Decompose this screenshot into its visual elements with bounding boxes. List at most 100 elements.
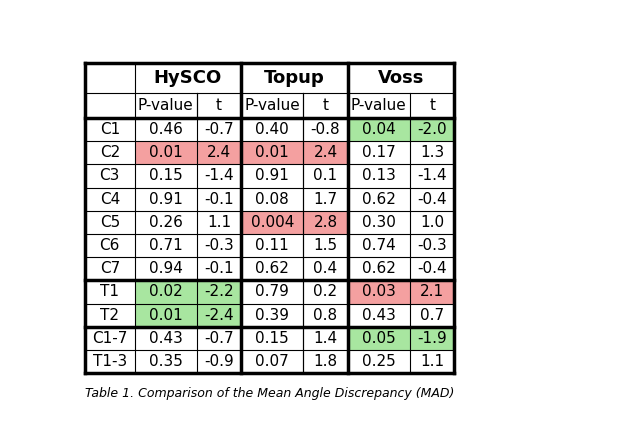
Bar bbox=[410, 141, 454, 164]
Text: 0.2: 0.2 bbox=[314, 284, 337, 299]
Bar bbox=[410, 118, 454, 141]
Text: C4: C4 bbox=[100, 192, 120, 206]
Bar bbox=[85, 234, 134, 257]
Bar bbox=[134, 211, 196, 234]
Bar bbox=[410, 257, 454, 280]
Text: -0.3: -0.3 bbox=[417, 238, 447, 253]
Bar bbox=[196, 280, 241, 303]
Text: C1-7: C1-7 bbox=[92, 331, 127, 346]
Text: 0.17: 0.17 bbox=[362, 145, 396, 160]
Text: 0.91: 0.91 bbox=[255, 168, 289, 183]
Text: T1-3: T1-3 bbox=[93, 354, 127, 369]
Bar bbox=[134, 187, 196, 211]
Bar bbox=[410, 211, 454, 234]
Bar bbox=[85, 303, 134, 327]
Bar bbox=[348, 303, 410, 327]
Text: Table 1. Comparison of the Mean Angle Discrepancy (MAD): Table 1. Comparison of the Mean Angle Di… bbox=[85, 387, 454, 400]
Bar bbox=[410, 164, 454, 187]
Text: 0.004: 0.004 bbox=[250, 215, 294, 230]
Bar bbox=[241, 141, 303, 164]
Text: -0.1: -0.1 bbox=[204, 192, 234, 206]
Bar bbox=[85, 141, 134, 164]
Text: -2.2: -2.2 bbox=[204, 284, 234, 299]
Text: P-value: P-value bbox=[351, 98, 406, 113]
Text: -0.4: -0.4 bbox=[417, 261, 447, 276]
Bar bbox=[410, 303, 454, 327]
Bar bbox=[241, 280, 303, 303]
Text: C6: C6 bbox=[100, 238, 120, 253]
Bar bbox=[85, 327, 134, 350]
Text: 2.4: 2.4 bbox=[314, 145, 337, 160]
Bar bbox=[303, 141, 348, 164]
Text: 0.71: 0.71 bbox=[148, 238, 182, 253]
Text: -0.3: -0.3 bbox=[204, 238, 234, 253]
Bar bbox=[134, 280, 196, 303]
Text: 1.1: 1.1 bbox=[207, 215, 231, 230]
Text: 0.35: 0.35 bbox=[148, 354, 182, 369]
Bar bbox=[196, 164, 241, 187]
Bar bbox=[303, 164, 348, 187]
Text: 0.91: 0.91 bbox=[148, 192, 182, 206]
Bar bbox=[241, 303, 303, 327]
Bar bbox=[348, 211, 410, 234]
Text: 0.39: 0.39 bbox=[255, 307, 289, 323]
Bar bbox=[85, 257, 134, 280]
Bar bbox=[410, 327, 454, 350]
Bar bbox=[134, 141, 196, 164]
Bar bbox=[196, 257, 241, 280]
Bar bbox=[303, 350, 348, 373]
Bar bbox=[303, 93, 348, 118]
Bar bbox=[348, 141, 410, 164]
Bar bbox=[241, 187, 303, 211]
Bar bbox=[410, 350, 454, 373]
Bar bbox=[348, 187, 410, 211]
Bar bbox=[241, 164, 303, 187]
Bar bbox=[241, 63, 348, 93]
Text: 0.94: 0.94 bbox=[148, 261, 182, 276]
Text: -0.4: -0.4 bbox=[417, 192, 447, 206]
Text: 0.01: 0.01 bbox=[255, 145, 289, 160]
Bar bbox=[303, 234, 348, 257]
Text: 0.01: 0.01 bbox=[148, 307, 182, 323]
Bar bbox=[196, 327, 241, 350]
Bar bbox=[241, 350, 303, 373]
Text: 0.43: 0.43 bbox=[148, 331, 182, 346]
Text: 0.01: 0.01 bbox=[148, 145, 182, 160]
Text: C7: C7 bbox=[100, 261, 120, 276]
Bar bbox=[196, 234, 241, 257]
Text: 1.5: 1.5 bbox=[314, 238, 337, 253]
Bar bbox=[196, 118, 241, 141]
Text: t: t bbox=[216, 98, 222, 113]
Text: 2.8: 2.8 bbox=[314, 215, 337, 230]
Bar bbox=[85, 164, 134, 187]
Text: 0.1: 0.1 bbox=[314, 168, 337, 183]
Bar bbox=[410, 93, 454, 118]
Text: 0.08: 0.08 bbox=[255, 192, 289, 206]
Text: 1.4: 1.4 bbox=[314, 331, 337, 346]
Bar bbox=[241, 93, 303, 118]
Text: C3: C3 bbox=[100, 168, 120, 183]
Bar bbox=[241, 118, 303, 141]
Text: 0.46: 0.46 bbox=[148, 122, 182, 137]
Text: Topup: Topup bbox=[264, 70, 325, 87]
Bar bbox=[410, 187, 454, 211]
Text: -1.9: -1.9 bbox=[417, 331, 447, 346]
Text: C2: C2 bbox=[100, 145, 120, 160]
Text: Voss: Voss bbox=[378, 70, 424, 87]
Text: C1: C1 bbox=[100, 122, 120, 137]
Text: 0.03: 0.03 bbox=[362, 284, 396, 299]
Text: 0.30: 0.30 bbox=[362, 215, 396, 230]
Text: -0.9: -0.9 bbox=[204, 354, 234, 369]
Text: 0.15: 0.15 bbox=[148, 168, 182, 183]
Text: 1.7: 1.7 bbox=[314, 192, 337, 206]
Text: -0.8: -0.8 bbox=[310, 122, 340, 137]
Bar bbox=[241, 327, 303, 350]
Text: 0.26: 0.26 bbox=[148, 215, 182, 230]
Bar bbox=[303, 280, 348, 303]
Bar bbox=[303, 211, 348, 234]
Bar bbox=[85, 211, 134, 234]
Text: 0.11: 0.11 bbox=[255, 238, 289, 253]
Text: 0.8: 0.8 bbox=[314, 307, 337, 323]
Bar bbox=[303, 303, 348, 327]
Bar bbox=[85, 187, 134, 211]
